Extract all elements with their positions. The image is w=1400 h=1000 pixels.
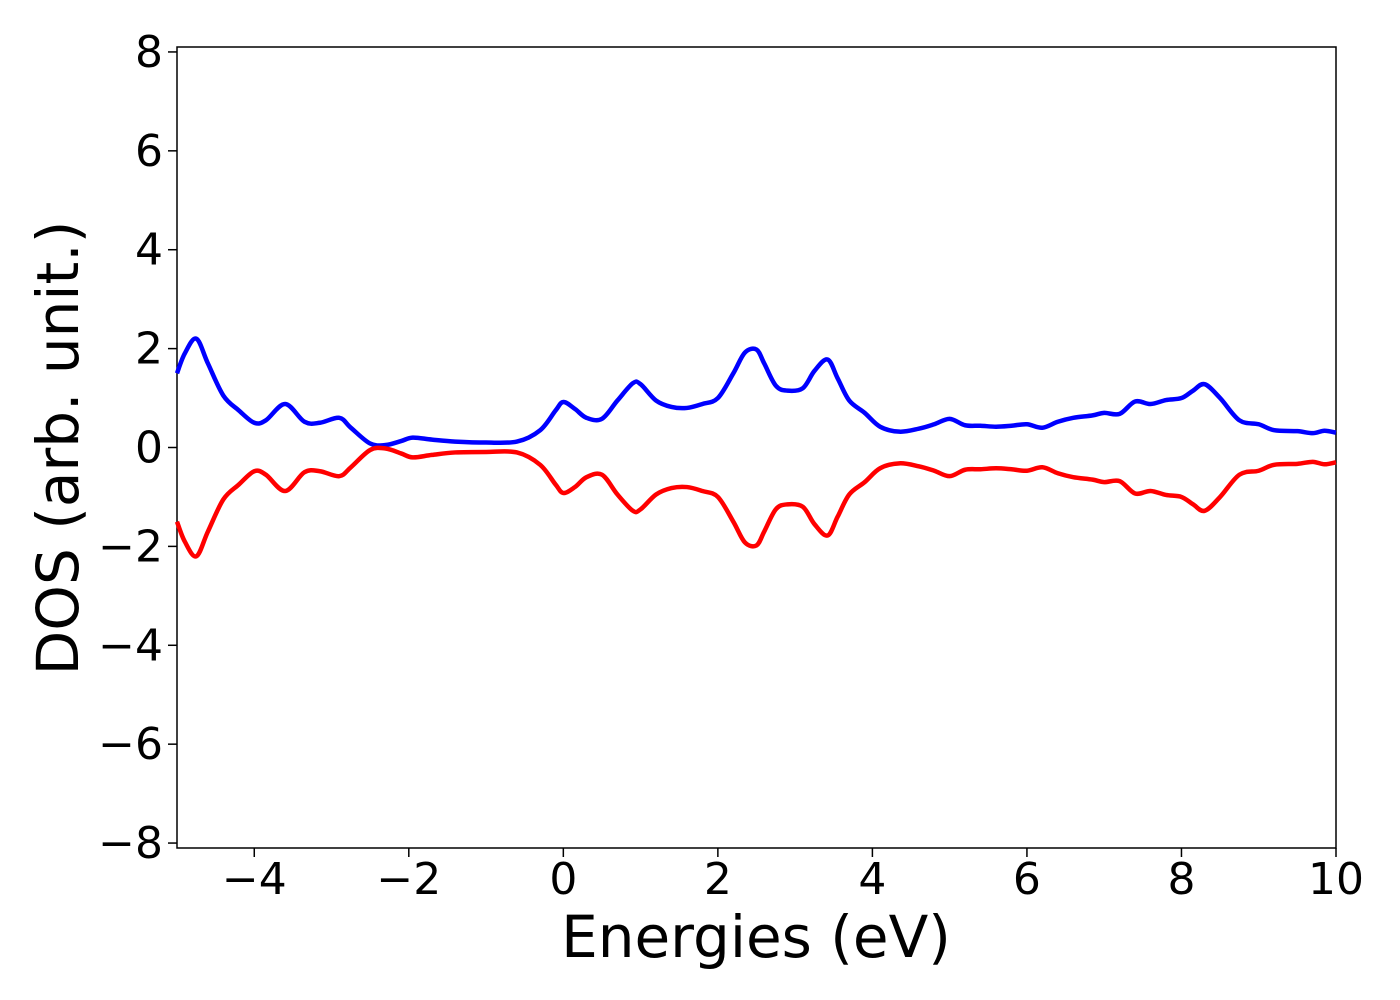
x-axis-label: Energies (eV) (561, 903, 951, 971)
x-tick-label: 8 (1167, 854, 1195, 905)
y-tick-label: 0 (135, 423, 163, 474)
y-tick-label: −4 (98, 620, 163, 671)
y-tick-label: 2 (135, 324, 163, 375)
x-tick-label: 0 (549, 854, 577, 905)
y-tick-label: 4 (135, 225, 163, 276)
y-tick-label: 8 (135, 27, 163, 78)
y-axis-ticks: −8 −6 −4 −2 0 2 4 6 8 (98, 27, 177, 869)
series-layer (174, 336, 1337, 559)
x-tick-label: −4 (222, 854, 287, 905)
x-axis-ticks: −4 −2 0 2 4 6 8 10 (222, 848, 1364, 905)
x-tick-label: 2 (704, 854, 732, 905)
y-axis-label: DOS (arb. unit.) (24, 221, 92, 676)
y-tick-label: −6 (98, 719, 163, 770)
x-tick-label: 4 (858, 854, 886, 905)
y-tick-label: −2 (98, 521, 163, 572)
x-tick-label: 10 (1308, 854, 1364, 905)
y-tick-label: −8 (98, 818, 163, 869)
y-tick-label: 6 (135, 126, 163, 177)
dos-series-line-positive (174, 336, 1337, 448)
x-tick-label: −2 (376, 854, 441, 905)
x-tick-label: 6 (1013, 854, 1041, 905)
dos-series-line-negative (174, 445, 1337, 559)
plot-frame (176, 46, 1337, 849)
